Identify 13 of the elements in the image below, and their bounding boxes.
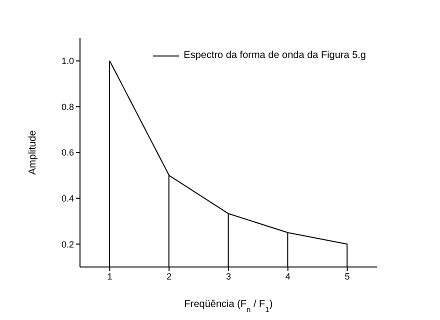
x-tick-label: 1 (107, 271, 112, 282)
y-axis-title: Amplitude (28, 130, 39, 175)
y-tick-label: 0.6 (61, 148, 74, 158)
x-tick-label: 2 (166, 271, 172, 282)
y-tick-label: 0.8 (61, 102, 74, 112)
x-tick-label: 5 (344, 271, 350, 282)
y-tick-label: 0.2 (61, 239, 74, 250)
x-axis-title: Freqüência (F$_{n}$ / F$_{1}$) (184, 299, 273, 314)
x-tick-label: 3 (226, 271, 232, 282)
x-tick-label: 4 (285, 271, 290, 282)
legend-label: Espectro da forma de onda da Figura 5.g (184, 50, 366, 61)
y-tick-label: 1.0 (61, 56, 74, 66)
y-tick-label: 0.4 (61, 193, 74, 204)
